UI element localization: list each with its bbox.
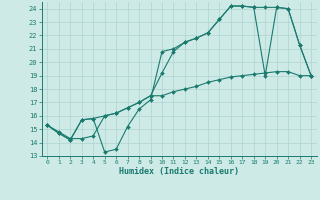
X-axis label: Humidex (Indice chaleur): Humidex (Indice chaleur) [119,167,239,176]
